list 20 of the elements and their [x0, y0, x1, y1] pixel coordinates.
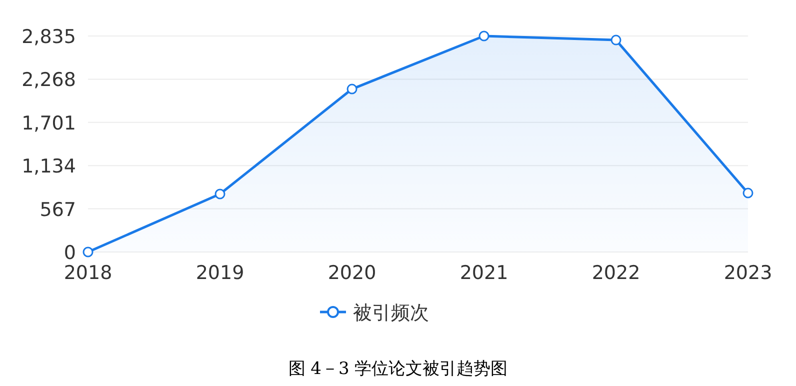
y-tick-label: 1,134 — [22, 156, 76, 178]
point — [610, 34, 622, 46]
point — [478, 30, 490, 42]
x-tick-label: 2022 — [592, 262, 640, 284]
caption: 图 4－3 学位论文被引趋势图 — [288, 359, 508, 379]
point — [346, 84, 358, 94]
legend-label: 被引频次 — [353, 302, 429, 324]
y-tick-label: 2,835 — [22, 26, 76, 48]
x-tick-label: 2021 — [460, 262, 508, 284]
point — [214, 188, 226, 200]
y-tick-label: 1,701 — [22, 112, 76, 134]
point — [82, 246, 94, 258]
y-tick-label: 567 — [40, 198, 76, 221]
x-tick-label: 2019 — [196, 262, 244, 284]
y-tick-label: 2,268 — [22, 69, 76, 92]
x-tick-label: 2018 — [64, 262, 112, 284]
point — [742, 188, 754, 198]
y-tick-label: 0 — [64, 242, 76, 264]
x-tick-label: 2023 — [724, 262, 772, 284]
x-tick-label: 2020 — [328, 262, 376, 284]
